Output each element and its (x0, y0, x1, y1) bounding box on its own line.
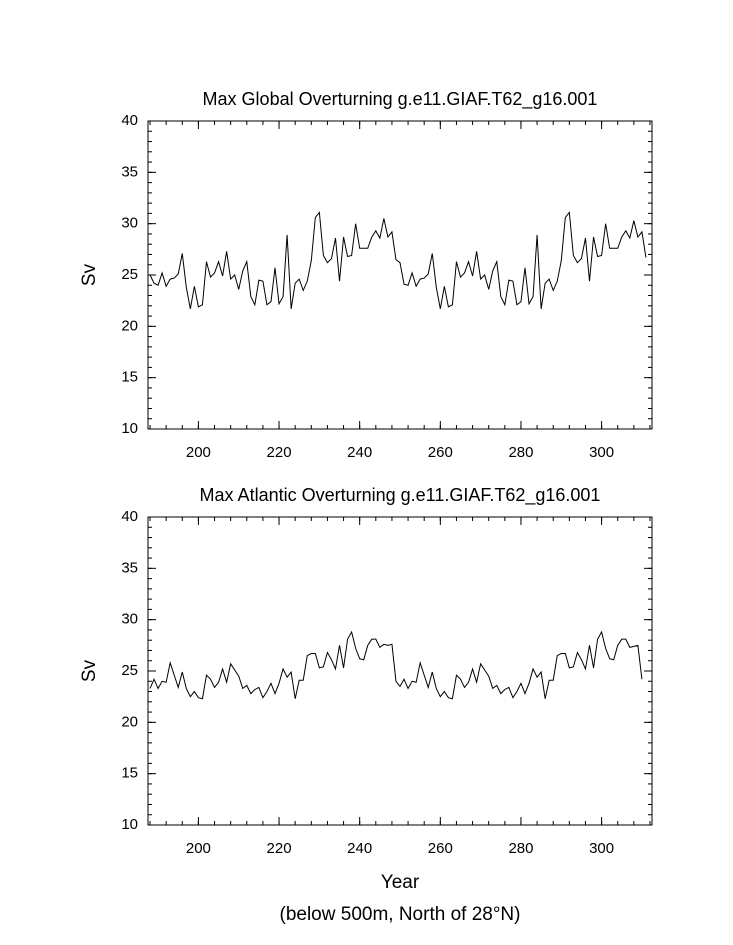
x-tick-label: 260 (428, 444, 453, 461)
x-tick-label: 240 (347, 840, 372, 857)
plot-frame (147, 120, 653, 430)
y-tick-label: 40 (121, 112, 138, 129)
y-axis-label: Sv (79, 263, 100, 286)
x-tick-label: 280 (508, 444, 533, 461)
note: (below 500m, North of 28°N) (280, 904, 521, 925)
y-tick-label: 15 (121, 765, 138, 782)
x-tick-label: 220 (267, 444, 292, 461)
y-tick-label: 30 (121, 611, 138, 628)
x-tick-label: 240 (347, 444, 372, 461)
x-axis-label: Year (381, 872, 420, 893)
y-tick-label: 10 (121, 816, 138, 833)
x-tick-label: 220 (267, 840, 292, 857)
y-tick-label: 15 (121, 369, 138, 386)
x-tick-label: 300 (589, 840, 614, 857)
plot-frame (147, 516, 653, 826)
y-tick-label: 25 (121, 266, 138, 283)
y-tick-label: 30 (121, 215, 138, 232)
y-axis-label: Sv (79, 659, 100, 682)
y-tick-label: 40 (121, 508, 138, 525)
y-tick-label: 35 (121, 559, 138, 576)
y-tick-label: 20 (121, 713, 138, 730)
chart-title: Max Global Overturning g.e11.GIAF.T62_g1… (203, 89, 598, 110)
y-tick-label: 25 (121, 662, 138, 679)
y-tick-label: 20 (121, 317, 138, 334)
data-line (149, 211, 647, 309)
y-tick-label: 35 (121, 163, 138, 180)
chart-title: Max Atlantic Overturning g.e11.GIAF.T62_… (200, 485, 601, 506)
data-line (149, 630, 643, 700)
x-tick-label: 200 (186, 840, 211, 857)
x-tick-label: 260 (428, 840, 453, 857)
y-tick-label: 10 (121, 420, 138, 437)
x-tick-label: 200 (186, 444, 211, 461)
x-tick-label: 280 (508, 840, 533, 857)
x-tick-label: 300 (589, 444, 614, 461)
